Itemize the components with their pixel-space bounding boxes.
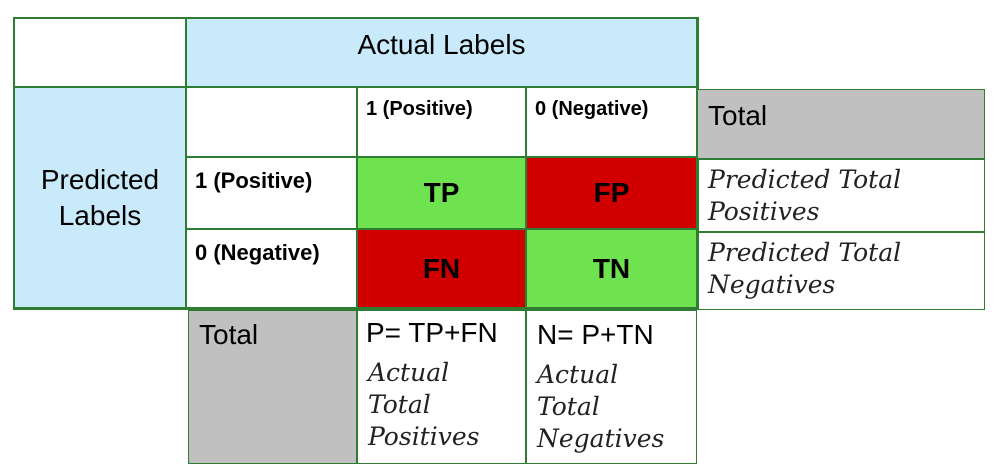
col-header-negative-text: 0 (Negative) [535,98,649,120]
actual-total-positives-line1: Actual [368,358,450,387]
actual-labels-header: Actual Labels [186,18,697,87]
predicted-labels-line1: Predicted [40,163,160,195]
col-header-positive-text: 1 (Positive) [366,98,473,120]
row-col-header-empty [186,87,357,157]
actual-labels-text: Actual Labels [357,28,526,60]
predicted-total-negatives-line1: Predicted Total [708,238,902,267]
tp-cell: TP [357,157,526,229]
tn-text: TN [592,252,631,284]
row-header-positive: 1 (Positive) [186,157,357,229]
col-header-positive: 1 (Positive) [357,87,526,157]
predicted-total-positives-cell: Predicted Total Positives [697,159,985,232]
fn-text: FN [422,252,461,284]
p-formula: P= TP+FN [366,317,498,348]
predicted-labels-line2: Labels [58,199,142,231]
fp-cell: FP [526,157,697,229]
col-total-header-text: Total [199,319,259,350]
actual-total-negatives-line2: Total [537,392,600,421]
predicted-total-negatives-cell: Predicted Total Negatives [697,232,985,310]
predicted-total-negatives-line2: Negatives [708,270,836,299]
fn-cell: FN [357,229,526,308]
corner-empty-cell [14,18,186,87]
predicted-total-positives-line1: Predicted Total [708,165,902,194]
predicted-total-positives-line2: Positives [708,197,820,226]
actual-total-negatives-line3: Negatives [537,424,665,453]
actual-total-negatives-line1: Actual [537,360,619,389]
actual-total-positives-cell: P= TP+FN Actual Total Positives [357,310,526,464]
row-total-header: Total [697,89,985,159]
actual-total-negatives-cell: N= P+TN Actual Total Negatives [526,310,697,464]
col-header-negative: 0 (Negative) [526,87,697,157]
actual-total-positives-line2: Total [368,390,431,419]
row-header-negative-text: 0 (Negative) [195,240,320,265]
row-header-positive-text: 1 (Positive) [195,168,313,193]
n-formula: N= P+TN [537,319,654,350]
row-total-header-text: Total [708,100,768,131]
row-header-negative: 0 (Negative) [186,229,357,308]
tn-cell: TN [526,229,697,308]
actual-total-positives-line3: Positives [368,422,480,451]
col-total-header: Total [188,310,357,464]
fp-text: FP [593,177,630,208]
predicted-labels-header: Predicted Labels [14,87,186,308]
tp-text: TP [423,177,460,208]
